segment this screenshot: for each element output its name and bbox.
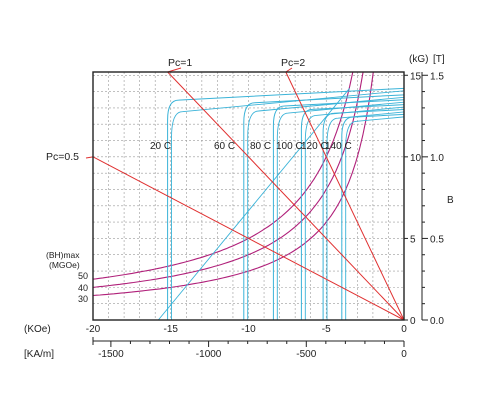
bhmax-unit: (MGOe) bbox=[49, 260, 80, 270]
x-tick-label-koe: -15 bbox=[164, 324, 179, 335]
y-unit-kg: (kG) bbox=[409, 54, 428, 65]
y-tick-label-kg: 5 bbox=[410, 234, 416, 245]
y-tick-label-tesla: 0.0 bbox=[430, 316, 444, 327]
permeance-label: Pc=0.5 bbox=[46, 151, 79, 163]
plot-frame bbox=[92, 71, 405, 321]
x-tick-label-koe: -10 bbox=[241, 324, 256, 335]
temperature-label: 140 C bbox=[325, 141, 352, 152]
bhmax-title: (BH)max bbox=[46, 250, 80, 260]
bhmax-curve-40 bbox=[92, 71, 364, 288]
bhmax-value-label: 50 bbox=[78, 271, 88, 281]
demag-curve-intrinsic-2 bbox=[276, 101, 405, 320]
demag-curve-intrinsic-0 bbox=[171, 90, 405, 320]
y-unit-tesla: [T] bbox=[433, 54, 445, 65]
grid bbox=[93, 72, 404, 320]
permeance-label: Pc=1 bbox=[168, 57, 192, 69]
x-tick-label-koe: -20 bbox=[86, 324, 101, 335]
permeance-line-2 bbox=[285, 71, 405, 321]
demag-curve-normal-3 bbox=[300, 104, 405, 320]
demag-curve-normal-1 bbox=[243, 94, 405, 320]
permeance-label: Pc=2 bbox=[281, 57, 305, 69]
demag-curve-normal-2 bbox=[272, 99, 405, 320]
demag-curve-normal-4 bbox=[322, 109, 405, 320]
bhmax-value-label: 30 bbox=[78, 294, 88, 304]
permeance-line-3 bbox=[92, 156, 405, 321]
demag-curve-intrinsic-4 bbox=[326, 111, 405, 320]
y-tick-label-kg: 0 bbox=[410, 316, 416, 327]
demag-curve-intrinsic-1 bbox=[247, 96, 405, 320]
temperature-label: 100 C bbox=[276, 141, 303, 152]
y-axis-title: B bbox=[447, 195, 454, 206]
y-tick-label-kg: 15 bbox=[410, 71, 422, 82]
x-tick-label-kam: -1000 bbox=[196, 349, 222, 360]
x-tick-label-koe: -5 bbox=[322, 324, 331, 335]
y-tick-label-kg: 10 bbox=[410, 153, 422, 164]
x-tick-label-kam: -500 bbox=[296, 349, 316, 360]
permeance-line-1 bbox=[167, 71, 405, 321]
y-tick-label-tesla: 0.5 bbox=[430, 234, 444, 245]
x-tick-label-kam: 0 bbox=[401, 349, 407, 360]
demagnetization-curves bbox=[157, 87, 405, 321]
x-unit-kam: [KA/m] bbox=[24, 349, 54, 360]
demag-diagonal-line bbox=[157, 88, 350, 321]
temperature-label: 60 C bbox=[214, 141, 235, 152]
temperature-label: 80 C bbox=[250, 141, 271, 152]
temperature-label: 20 C bbox=[150, 141, 171, 152]
x-unit-koe: (KOe) bbox=[24, 324, 51, 335]
permeance-extension-3 bbox=[85, 156, 94, 159]
axes: (KOe) -20 -15 -10 -5 0[KA/m] -1500 -1000 -500 005… bbox=[24, 54, 454, 360]
permeance-lines bbox=[85, 67, 405, 321]
demag-curve-normal-0 bbox=[167, 87, 405, 320]
x-tick-label-kam: -1500 bbox=[98, 349, 124, 360]
bhmax-curve-50 bbox=[92, 71, 354, 280]
y-tick-label-tesla: 1.0 bbox=[430, 153, 444, 164]
y-tick-label-tesla: 1.5 bbox=[430, 71, 444, 82]
bhmax-value-label: 40 bbox=[78, 283, 88, 293]
temperature-label: 120 C bbox=[301, 141, 328, 152]
demag-curve-intrinsic-5 bbox=[345, 116, 405, 320]
x-tick-label-koe: 0 bbox=[401, 324, 407, 335]
demag-curve-normal-5 bbox=[341, 113, 405, 320]
